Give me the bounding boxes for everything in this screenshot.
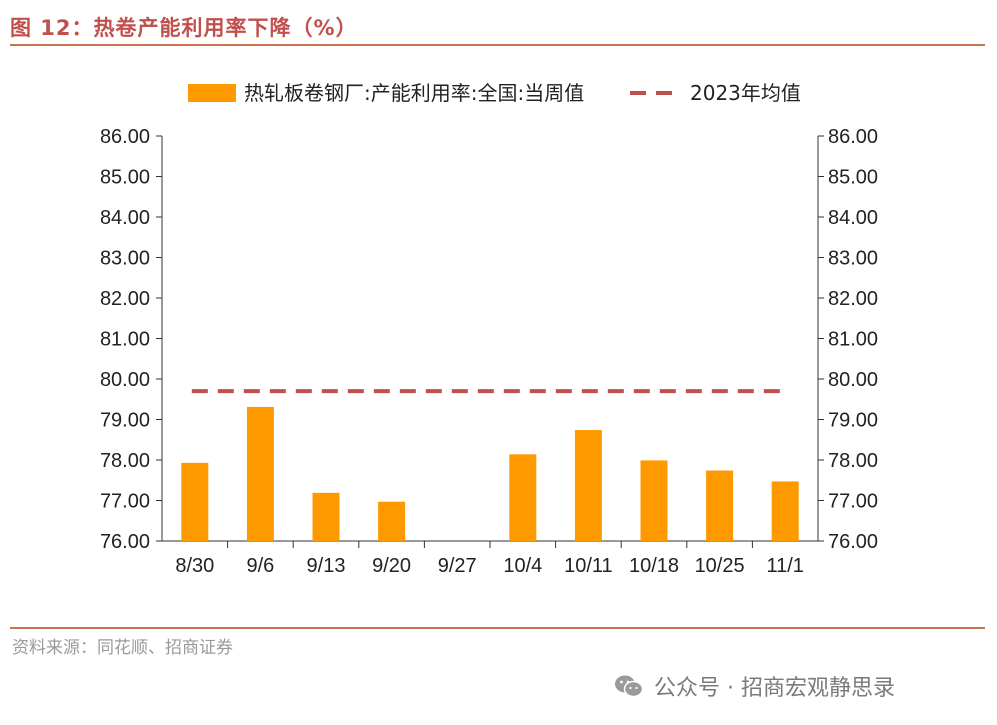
y-tick-label: 83.00 <box>100 248 150 270</box>
y-tick-label: 79.00 <box>100 410 150 432</box>
x-tick-label: 10/4 <box>503 555 542 577</box>
y2-tick-label: 86.00 <box>828 126 878 148</box>
source-note: 资料来源：同花顺、招商证券 <box>12 638 233 658</box>
title-divider <box>10 44 985 46</box>
y-tick-label: 85.00 <box>100 167 150 189</box>
x-tick-label: 8/30 <box>175 555 214 577</box>
y2-tick-label: 79.00 <box>828 410 878 432</box>
x-tick-label: 9/27 <box>438 555 477 577</box>
bar <box>378 501 406 541</box>
x-tick-label: 10/25 <box>695 555 745 577</box>
legend-avg-label: 2023年均值 <box>690 81 801 105</box>
x-tick-label: 9/13 <box>307 555 346 577</box>
y2-tick-label: 77.00 <box>828 491 878 513</box>
y2-tick-label: 80.00 <box>828 369 878 391</box>
y-tick-label: 76.00 <box>100 531 150 553</box>
y-tick-label: 82.00 <box>100 288 150 310</box>
y2-tick-label: 76.00 <box>828 531 878 553</box>
x-tick-label: 10/18 <box>629 555 679 577</box>
legend-bar-swatch <box>188 84 236 102</box>
bar <box>574 430 602 541</box>
y2-tick-label: 82.00 <box>828 288 878 310</box>
y-tick-label: 84.00 <box>100 207 150 229</box>
x-tick-label: 9/6 <box>246 555 274 577</box>
bar <box>509 454 537 541</box>
y-tick-label: 86.00 <box>100 126 150 148</box>
y2-tick-label: 81.00 <box>828 329 878 351</box>
y-tick-label: 78.00 <box>100 450 150 472</box>
y2-tick-label: 83.00 <box>828 248 878 270</box>
footer-divider <box>10 627 985 629</box>
wechat-icon <box>615 675 644 698</box>
y2-tick-label: 78.00 <box>828 450 878 472</box>
bar <box>640 460 668 541</box>
y2-tick-label: 85.00 <box>828 167 878 189</box>
bar-chart: 热轧板卷钢厂:产能利用率:全国:当周值 2023年均值 76.00 77.00 78… <box>100 81 878 577</box>
y-tick-label: 80.00 <box>100 369 150 391</box>
watermark: 公众号 · 招商宏观静思录 <box>614 672 895 701</box>
chart-bars <box>181 406 799 541</box>
page-title: 图 12：热卷产能利用率下降（%） <box>10 16 358 40</box>
chart-legend: 热轧板卷钢厂:产能利用率:全国:当周值 2023年均值 <box>188 81 801 105</box>
x-tick-label: 9/20 <box>372 555 411 577</box>
watermark-text: 公众号 · 招商宏观静思录 <box>654 676 895 701</box>
bar <box>181 462 209 541</box>
legend-bar-label: 热轧板卷钢厂:产能利用率:全国:当周值 <box>244 81 584 105</box>
bar <box>246 406 274 541</box>
y-tick-label: 81.00 <box>100 329 150 351</box>
x-tick-label: 10/11 <box>564 555 613 577</box>
bar <box>312 492 340 541</box>
chart-axes: 76.00 77.00 78.00 79.00 80.00 81.00 82.00 83.00… <box>100 126 878 577</box>
x-tick-label: 11/1 <box>766 555 803 577</box>
bar <box>771 481 799 541</box>
y-tick-label: 77.00 <box>100 491 150 513</box>
bar <box>706 470 734 541</box>
y2-tick-label: 84.00 <box>828 207 878 229</box>
